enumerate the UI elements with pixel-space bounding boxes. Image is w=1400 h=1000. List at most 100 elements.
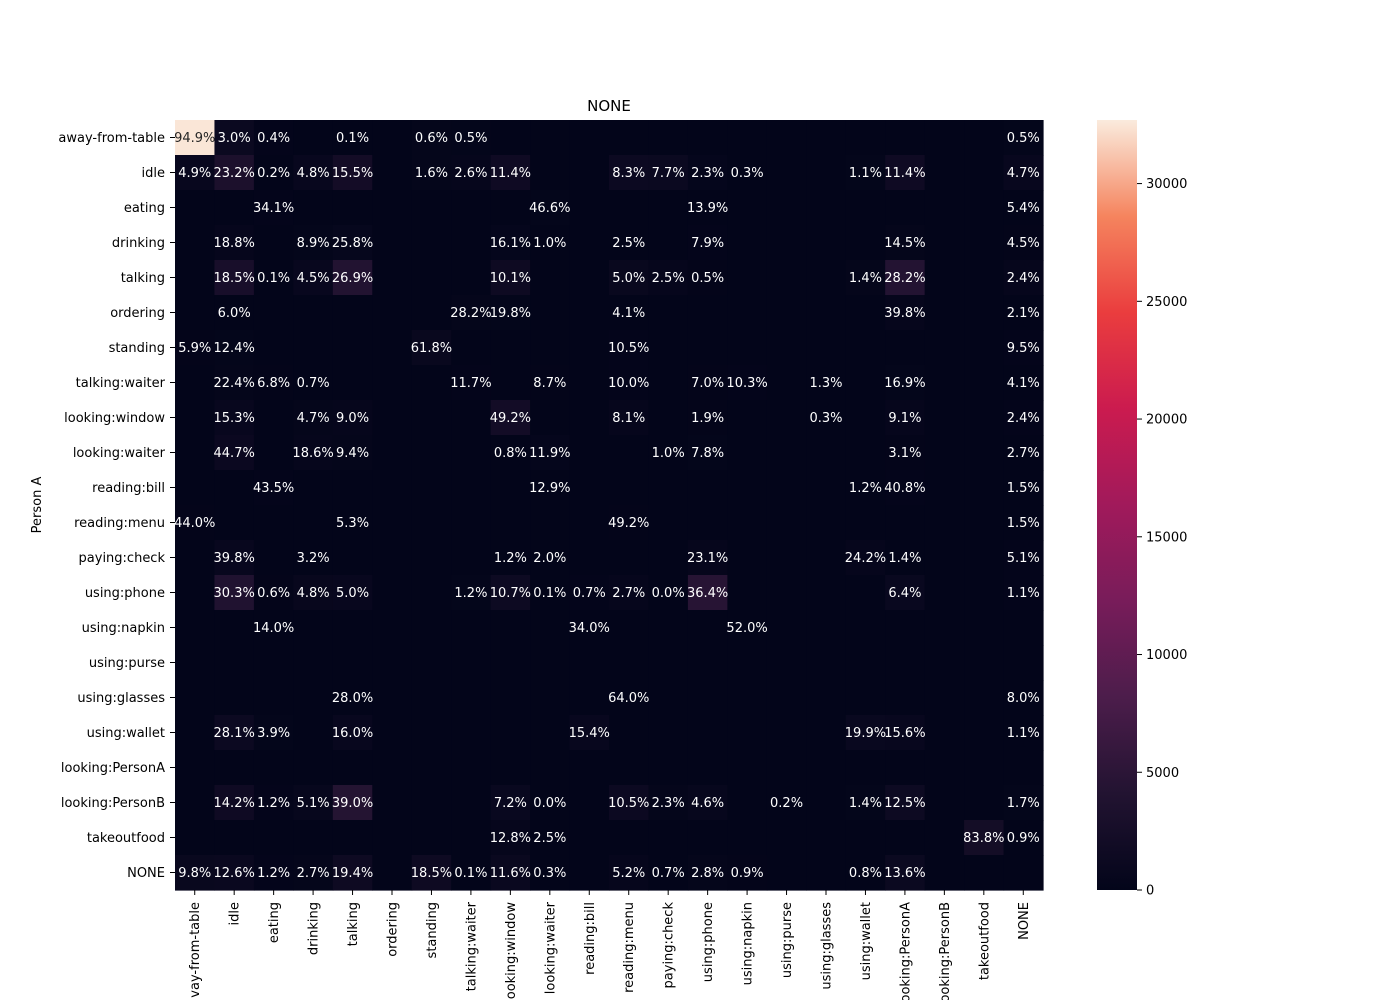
cell-label: 1.0% — [652, 446, 685, 461]
cell-label: 24.2% — [845, 551, 886, 566]
cell-label: 30.3% — [214, 586, 255, 601]
heatmap-cell — [293, 575, 334, 611]
heatmap-cell — [451, 470, 492, 506]
x-tick-label: takeoutfood — [977, 902, 992, 980]
heatmap-cell — [253, 610, 294, 646]
heatmap-cell — [372, 120, 413, 156]
heatmap-cell — [490, 645, 531, 681]
heatmap-cell — [845, 470, 886, 506]
heatmap-cell — [885, 645, 926, 681]
heatmap-cell — [845, 855, 886, 891]
heatmap-cell — [964, 645, 1005, 681]
heatmap-cell — [1003, 680, 1044, 716]
cell-label: 12.5% — [884, 796, 925, 811]
heatmap-cell — [411, 505, 452, 541]
heatmap-cell — [885, 540, 926, 576]
heatmap-cell — [411, 435, 452, 471]
heatmap-cell — [293, 680, 334, 716]
x-tick-label: using:glasses — [820, 902, 835, 990]
heatmap-cell — [727, 295, 768, 331]
heatmap-cell — [766, 330, 807, 366]
heatmap-cell — [964, 225, 1005, 261]
heatmap-cell — [885, 750, 926, 786]
y-tick-label: using:napkin — [82, 621, 165, 636]
heatmap-cell — [845, 190, 886, 226]
cell-label: 1.3% — [809, 376, 842, 391]
cell-label: 2.8% — [691, 866, 724, 881]
heatmap-cell — [1003, 540, 1044, 576]
heatmap-cell — [924, 295, 965, 331]
heatmap-cell — [253, 330, 294, 366]
x-tick-label: reading:menu — [622, 902, 637, 993]
heatmap-cell — [411, 750, 452, 786]
heatmap-cell — [293, 330, 334, 366]
cell-label: 19.9% — [845, 726, 886, 741]
cell-label: 3.0% — [218, 131, 251, 146]
heatmap-cell — [175, 470, 216, 506]
heatmap-cell — [530, 330, 571, 366]
cell-label: 4.1% — [612, 306, 645, 321]
heatmap-cell — [687, 330, 728, 366]
heatmap-cell — [885, 855, 926, 891]
heatmap-cell — [845, 435, 886, 471]
heatmap-cell — [372, 470, 413, 506]
heatmap-cell — [648, 330, 689, 366]
heatmap-cell — [530, 575, 571, 611]
heatmap-cell — [490, 855, 531, 891]
heatmap-cell — [372, 610, 413, 646]
cell-label: 46.6% — [529, 201, 570, 216]
heatmap-cell — [451, 225, 492, 261]
cell-label: 15.4% — [569, 726, 610, 741]
heatmap-cell — [175, 855, 216, 891]
heatmap-cell — [924, 470, 965, 506]
cell-label: 34.0% — [569, 621, 610, 636]
cell-label: 39.8% — [884, 306, 925, 321]
heatmap-cell — [687, 610, 728, 646]
heatmap-cell — [411, 645, 452, 681]
colorbar-tick-label: 0 — [1146, 884, 1154, 899]
colorbar-tick-label: 5000 — [1146, 766, 1179, 781]
heatmap-cell — [253, 120, 294, 156]
heatmap-cell — [332, 540, 373, 576]
heatmap-cell — [609, 155, 650, 191]
heatmap-cell — [490, 155, 531, 191]
heatmap-cell — [766, 225, 807, 261]
cell-label: 4.6% — [691, 796, 724, 811]
heatmap-cell — [490, 365, 531, 401]
heatmap-cell — [293, 120, 334, 156]
cell-label: 9.5% — [1007, 341, 1040, 356]
heatmap-cell — [727, 610, 768, 646]
heatmap-cell — [648, 365, 689, 401]
heatmap-cell — [1003, 470, 1044, 506]
x-tick-label: NONE — [1017, 902, 1032, 940]
cell-label: 16.1% — [490, 236, 531, 251]
heatmap-cell — [924, 680, 965, 716]
heatmap-cell — [648, 470, 689, 506]
heatmap-cell — [964, 400, 1005, 436]
y-tick-labels: away-from-table idle eating drinking talking… — [58, 131, 175, 881]
heatmap-cell — [214, 645, 255, 681]
heatmap-cell — [569, 750, 610, 786]
cell-label: 2.0% — [533, 551, 566, 566]
heatmap-cell — [175, 155, 216, 191]
heatmap-cell — [609, 505, 650, 541]
heatmap-cell — [214, 260, 255, 296]
heatmap-cell — [569, 785, 610, 821]
heatmap-cell — [924, 190, 965, 226]
heatmap-cell — [293, 785, 334, 821]
heatmap-cell — [648, 190, 689, 226]
x-tick-label: reading:bill — [583, 902, 598, 975]
y-tick-label: using:wallet — [87, 726, 165, 741]
heatmap-cell — [253, 540, 294, 576]
cell-label: 1.9% — [691, 411, 724, 426]
heatmap-cell — [609, 435, 650, 471]
heatmap-cell — [727, 645, 768, 681]
heatmap-cell — [253, 505, 294, 541]
heatmap-cell — [293, 540, 334, 576]
cell-label: 9.0% — [336, 411, 369, 426]
heatmap-cell — [332, 820, 373, 856]
heatmap-cell — [332, 155, 373, 191]
heatmap-cell — [332, 610, 373, 646]
heatmap-cell — [648, 120, 689, 156]
heatmap-cell — [293, 155, 334, 191]
